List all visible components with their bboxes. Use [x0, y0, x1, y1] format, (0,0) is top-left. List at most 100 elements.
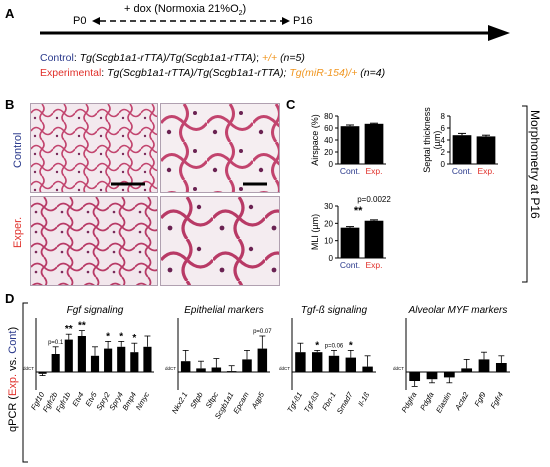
chart-title: Fgf signaling: [67, 305, 124, 316]
dox-arrow-right: [282, 17, 290, 25]
chart-title: Tgf-ß signaling: [301, 305, 368, 316]
bar-Acta2: [461, 368, 473, 372]
bar-Fgfr4: [495, 363, 507, 372]
axis-unit: ddCT: [393, 366, 404, 371]
gene-label: Tgf-ß1: [285, 391, 304, 415]
bar-Exp.: [364, 220, 384, 258]
x-tick-label: Cont.: [340, 166, 360, 176]
bar-Cont.: [340, 227, 360, 258]
significance: **: [78, 321, 86, 332]
x-tick-label: Cont.: [340, 260, 360, 270]
y-tick-label: 20: [324, 148, 333, 157]
bar-Fgf10: [38, 372, 47, 374]
y-axis-label: Septal thickness(µm): [422, 107, 442, 173]
panel-label-d: D: [5, 291, 15, 306]
timeline-end: P16: [293, 15, 313, 27]
bar-Spry2: [104, 348, 113, 372]
x-tick-label: Cont.: [452, 166, 472, 176]
gene-label: Aqp5: [249, 390, 266, 411]
p-value: p=0.07: [253, 329, 272, 335]
gene-label: Epcam: [231, 391, 250, 416]
histology-control-high: [160, 103, 280, 193]
gene-label: Pdgfra: [400, 391, 419, 415]
bar-Cont.: [452, 135, 472, 164]
y-tick-label: 60: [324, 124, 333, 133]
x-tick-label: Exp.: [365, 166, 382, 176]
panel-label-a: A: [5, 6, 15, 21]
histology-exper-high: [160, 196, 280, 286]
y-tick-label: 6: [441, 124, 446, 133]
x-tick-label: Exp.: [365, 260, 382, 270]
bar-Pdgfa: [426, 372, 438, 380]
p-value: p=0.06: [325, 343, 344, 349]
bar-Smad7: [345, 357, 357, 372]
y-tick-label: 20: [324, 219, 333, 228]
gene-label: Il-1ß: [356, 390, 372, 408]
morph-chart-0: 0 20 40 60 80 Cont. Exp. Airspace (%): [310, 112, 386, 176]
bar-Etv5: [90, 355, 100, 372]
significance: *: [132, 333, 136, 344]
qpcr-chart-3: ddCT Alveolar MYF markers Pdgfra PdgfaElast…: [393, 305, 510, 414]
y-tick-label: 80: [324, 112, 333, 121]
bar-Spry4: [117, 346, 126, 372]
bar-Fgf9: [478, 359, 490, 372]
gene-label: Etv4: [70, 391, 85, 409]
morph-chart-2: 0 10 20 30 Cont. Exp. p=0.0022** MLI (µm): [310, 195, 391, 270]
bar-Sftpb: [196, 368, 206, 372]
bar-Sftpc: [211, 367, 222, 372]
significance: *: [106, 331, 110, 342]
y-tick-label: 0: [441, 160, 446, 169]
gene-label: Nmyc: [134, 390, 152, 411]
bar-Fbn-1: [328, 355, 340, 372]
y-axis-label: Airspace (%): [310, 114, 320, 166]
axis-unit: ddCT: [279, 366, 290, 371]
bar-Nkx2.1: [180, 361, 191, 372]
significance: **: [354, 205, 363, 217]
y-tick-label: 2: [441, 148, 446, 157]
morph-chart-1: 0 2 4 6 8 Cont. Exp. Septal thickness(µm): [422, 107, 498, 176]
bar-Tgf-ß1: [295, 352, 306, 372]
experimental-genotype-line: Experimental: Tg(Scgb1a1-rTTA)/Tg(Scgb1a…: [40, 67, 386, 79]
y-tick-label: 10: [324, 237, 333, 246]
morphometry-charts: 0 20 40 60 80 Cont. Exp. Airspace (%) 0 2 4 6 8 Cont.…: [310, 107, 498, 270]
bar-Elastin: [443, 372, 455, 378]
bar-Fgfr2b: [51, 354, 60, 372]
bar-Exp.: [476, 136, 496, 164]
p-value: p=0.1: [48, 340, 64, 346]
axis-unit: ddCT: [165, 366, 176, 371]
significance: **: [65, 324, 73, 335]
significance: *: [315, 340, 319, 351]
timeline-arrow-head: [488, 25, 510, 41]
panel-label-c: C: [286, 97, 296, 112]
gene-label: Pdgfa: [418, 391, 436, 412]
timeline: [40, 17, 510, 41]
bar-Fgfr1b: [64, 339, 73, 372]
bar-Il-1ß: [362, 366, 373, 372]
bar-Aqp5: [257, 348, 268, 372]
gene-label: Sftpb: [188, 391, 205, 411]
gene-label: Acta2: [453, 390, 471, 413]
y-tick-label: 40: [324, 136, 333, 145]
y-tick-label: 4: [441, 136, 446, 145]
bar-Etv4: [77, 336, 86, 372]
gene-label: Smad7: [335, 390, 355, 416]
timeline-start: P0: [73, 15, 87, 27]
control-genotype-line: Control: Tg(Scgb1a1-rTTA)/Tg(Scgb1a1-rTT…: [40, 52, 305, 64]
y-axis-label: MLI (µm): [310, 214, 320, 250]
gene-label: Tgf-ß3: [302, 390, 321, 414]
significance: *: [119, 331, 123, 342]
y-tick-label: 8: [441, 112, 446, 121]
bar-Pdgfra: [409, 372, 421, 381]
x-tick-label: Exp.: [477, 166, 494, 176]
bar-Tgf-ß3: [311, 352, 323, 372]
bar-Exp.: [364, 123, 384, 164]
dox-label: + dox (Normoxia 21%O2): [124, 3, 247, 18]
gene-label: Fgf9: [472, 390, 488, 408]
y-tick-label: 0: [329, 254, 334, 263]
bar-Nmyc: [143, 346, 152, 372]
